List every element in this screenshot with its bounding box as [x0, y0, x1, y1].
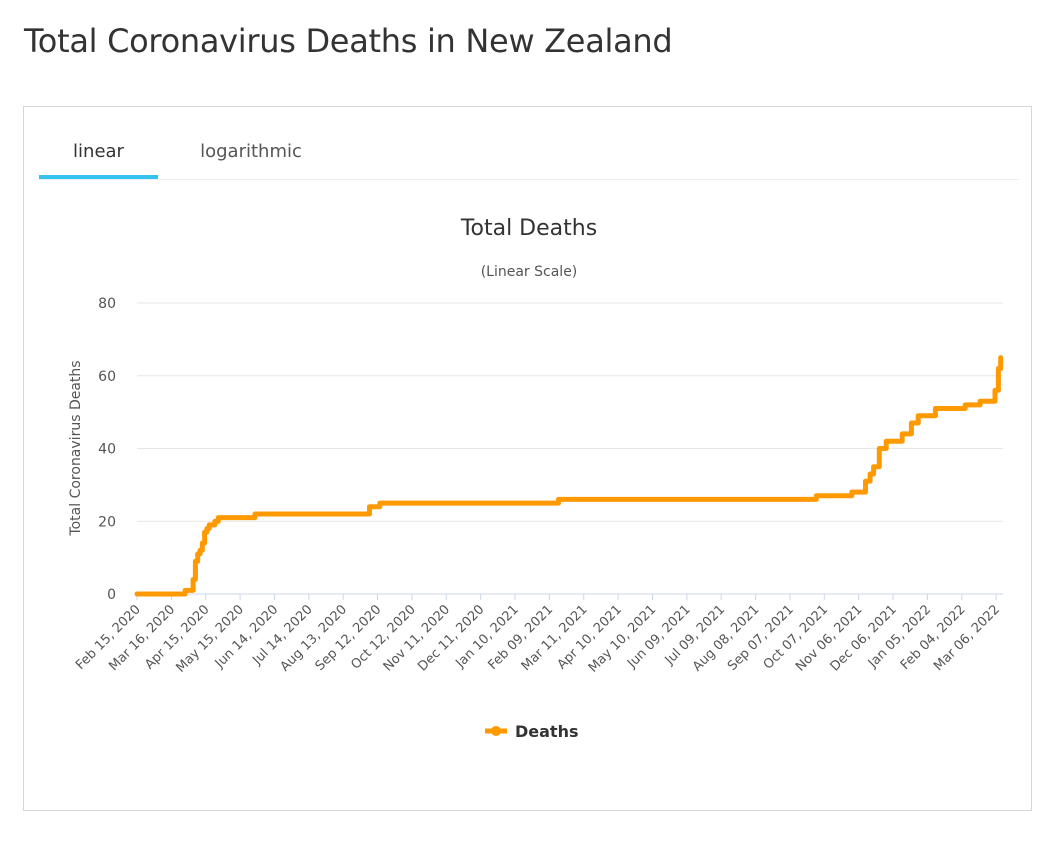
y-tick-label: 0: [107, 587, 116, 603]
series-lines: [134, 355, 1004, 597]
chart-subtitle: (Linear Scale): [481, 264, 578, 280]
y-tick-label: 80: [98, 296, 116, 312]
y-axis-label: Total Coronavirus Deaths: [68, 360, 84, 536]
y-tick-label: 20: [98, 514, 116, 530]
scale-tabs: linear logarithmic: [39, 129, 1019, 180]
tab-logarithmic[interactable]: logarithmic: [200, 141, 302, 162]
legend-marker-deaths: [491, 726, 501, 736]
chart-panel: linear logarithmic: [23, 106, 1032, 811]
tab-linear[interactable]: linear: [39, 129, 158, 179]
grid-lines: [137, 302, 1003, 595]
y-tick-label: 60: [98, 369, 116, 385]
legend-label-deaths: Deaths: [515, 722, 579, 741]
y-tick-label: 40: [98, 442, 116, 458]
legend[interactable]: Deaths: [485, 722, 579, 741]
chart-title: Total Deaths: [460, 216, 597, 241]
series-line-deaths[interactable]: [134, 355, 1004, 597]
y-axis-ticks: 0 20 40 60 80: [98, 296, 116, 603]
page-title: Total Coronavirus Deaths in New Zealand: [24, 22, 673, 60]
